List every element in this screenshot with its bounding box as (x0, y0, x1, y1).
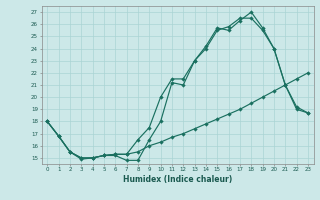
X-axis label: Humidex (Indice chaleur): Humidex (Indice chaleur) (123, 175, 232, 184)
